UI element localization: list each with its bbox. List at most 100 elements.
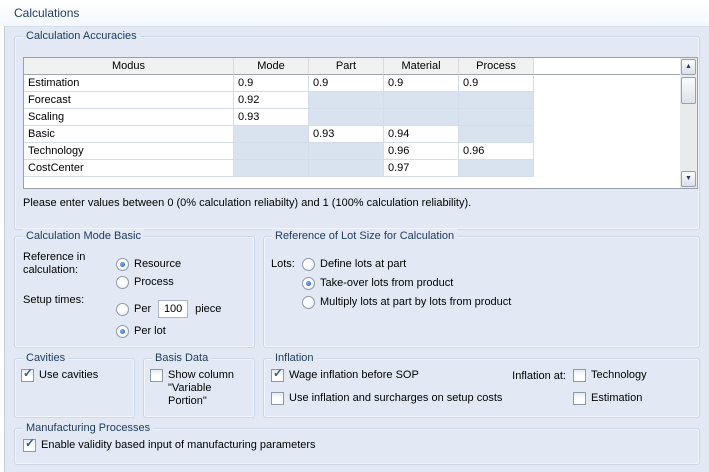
cell-mode: [234, 126, 309, 143]
grid-row-costcenter: CostCenter 0.97: [24, 160, 680, 177]
radio-row-process: Process: [116, 276, 174, 289]
radio-row-per-lot: Per lot: [116, 325, 166, 338]
radio-per-lot[interactable]: [116, 325, 129, 338]
cell-modus[interactable]: Estimation: [24, 75, 234, 92]
cell-process: [459, 126, 534, 143]
accuracies-grid: Modus Mode Part Material Process Estimat…: [23, 57, 698, 189]
grid-rows: Modus Mode Part Material Process Estimat…: [24, 58, 680, 177]
column-header-material[interactable]: Material: [384, 58, 459, 75]
lots-label: Lots:: [271, 258, 295, 270]
radio-resource[interactable]: [116, 258, 129, 271]
scroll-down-button[interactable]: ▼: [681, 171, 696, 187]
per-piece-input[interactable]: [158, 300, 189, 318]
radio-process[interactable]: [116, 276, 129, 289]
cell-part: [309, 109, 384, 126]
reference-in-calculation-label: Reference in calculation:: [23, 251, 86, 276]
checkbox-show-column[interactable]: [150, 369, 163, 382]
checkbox-inflation-estimation[interactable]: [573, 392, 586, 405]
wage-inflation-label: Wage inflation before SOP: [289, 369, 419, 381]
checkbox-row-inflation-setup-costs: Use inflation and surcharges on setup co…: [271, 392, 502, 405]
page-title: Calculations: [14, 6, 80, 20]
setup-times-label: Setup times:: [23, 294, 85, 306]
cell-process: [459, 92, 534, 109]
cell-mode: [234, 160, 309, 177]
cell-modus[interactable]: Technology: [24, 143, 234, 160]
scroll-thumb[interactable]: [681, 77, 696, 104]
group-manufacturing-processes: Manufacturing Processes ✓ Enable validit…: [14, 421, 700, 465]
cell-process[interactable]: 0.9: [459, 75, 534, 92]
cell-modus[interactable]: CostCenter: [24, 160, 234, 177]
grid-row-scaling: Scaling 0.93: [24, 109, 680, 126]
checkbox-inflation-setup-costs[interactable]: [271, 392, 284, 405]
cell-mode[interactable]: 0.93: [234, 109, 309, 126]
group-basis-data: Basis Data Show column "Variable Portion…: [143, 351, 255, 418]
cell-material[interactable]: 0.94: [384, 126, 459, 143]
radio-per-lot-label: Per lot: [134, 325, 166, 337]
checkbox-row-wage-inflation: ✓ Wage inflation before SOP: [271, 367, 419, 382]
cell-material: [384, 92, 459, 109]
enable-validity-label: Enable validity based input of manufactu…: [41, 439, 316, 451]
column-header-mode[interactable]: Mode: [234, 58, 309, 75]
group-title: Reference of Lot Size for Calculation: [272, 229, 458, 243]
group-title: Manufacturing Processes: [23, 421, 154, 435]
checkbox-row-enable-validity: ✓ Enable validity based input of manufac…: [23, 436, 316, 452]
group-cavities: Cavities ✓ Use cavities: [14, 351, 135, 418]
row-filler: [534, 160, 680, 177]
radio-define-lots-at-part[interactable]: [302, 258, 315, 271]
check-icon: ✓: [23, 366, 34, 380]
vertical-scrollbar[interactable]: ▲ ▼: [680, 58, 697, 188]
cell-process: [459, 160, 534, 177]
cell-mode[interactable]: 0.92: [234, 92, 309, 109]
header-filler: [534, 58, 680, 75]
cell-part: [309, 92, 384, 109]
cell-mode[interactable]: 0.9: [234, 75, 309, 92]
row-filler: [534, 126, 680, 143]
radio-take-over-lots[interactable]: [302, 277, 315, 290]
cell-part: [309, 160, 384, 177]
radio-row-take-over-lots: Take-over lots from product: [302, 277, 453, 290]
grid-header-row: Modus Mode Part Material Process: [24, 58, 680, 75]
checkbox-inflation-technology[interactable]: [573, 369, 586, 382]
grid-row-forecast: Forecast 0.92: [24, 92, 680, 109]
cell-material[interactable]: 0.97: [384, 160, 459, 177]
checkbox-wage-inflation[interactable]: ✓: [271, 367, 284, 382]
radio-row-per-piece: Per piece: [116, 300, 221, 318]
radio-row-multiply-lots: Multiply lots at part by lots from produ…: [302, 296, 511, 309]
accuracies-note: Please enter values between 0 (0% calcul…: [23, 197, 472, 209]
grid-row-basic: Basic 0.93 0.94: [24, 126, 680, 143]
checkbox-use-cavities[interactable]: ✓: [21, 366, 34, 382]
cell-modus[interactable]: Forecast: [24, 92, 234, 109]
cell-material[interactable]: 0.96: [384, 143, 459, 160]
row-filler: [534, 109, 680, 126]
radio-resource-label: Resource: [134, 258, 182, 270]
group-calculation-mode-basic: Calculation Mode Basic Reference in calc…: [14, 229, 255, 348]
radio-multiply-lots[interactable]: [302, 296, 315, 309]
use-cavities-label: Use cavities: [39, 369, 99, 381]
group-lot-size-reference: Reference of Lot Size for Calculation Lo…: [263, 229, 700, 348]
check-icon: ✓: [25, 436, 36, 450]
column-header-modus[interactable]: Modus: [24, 58, 234, 75]
cell-part[interactable]: 0.93: [309, 126, 384, 143]
inflation-estimation-label: Estimation: [591, 392, 643, 404]
radio-define-lots-label: Define lots at part: [320, 258, 407, 270]
checkbox-row-use-cavities: ✓ Use cavities: [21, 366, 99, 382]
cell-material[interactable]: 0.9: [384, 75, 459, 92]
inflation-at-label: Inflation at:: [512, 370, 566, 382]
scroll-up-button[interactable]: ▲: [681, 59, 696, 75]
header-strip: [0, 0, 709, 26]
scroll-down-icon: ▼: [685, 175, 692, 182]
radio-per-piece[interactable]: [116, 302, 129, 316]
show-column-label: Show column "Variable Portion": [168, 369, 235, 407]
column-header-part[interactable]: Part: [309, 58, 384, 75]
per-piece-prefix-label: Per: [134, 302, 152, 315]
cell-modus[interactable]: Scaling: [24, 109, 234, 126]
radio-row-define-lots: Define lots at part: [302, 258, 406, 271]
checkbox-row-inflation-technology: Technology: [573, 369, 647, 382]
cell-process[interactable]: 0.96: [459, 143, 534, 160]
cell-part[interactable]: 0.9: [309, 75, 384, 92]
grid-row-technology: Technology 0.96 0.96: [24, 143, 680, 160]
cell-modus[interactable]: Basic: [24, 126, 234, 143]
column-header-process[interactable]: Process: [459, 58, 534, 75]
checkbox-enable-validity[interactable]: ✓: [23, 436, 36, 452]
